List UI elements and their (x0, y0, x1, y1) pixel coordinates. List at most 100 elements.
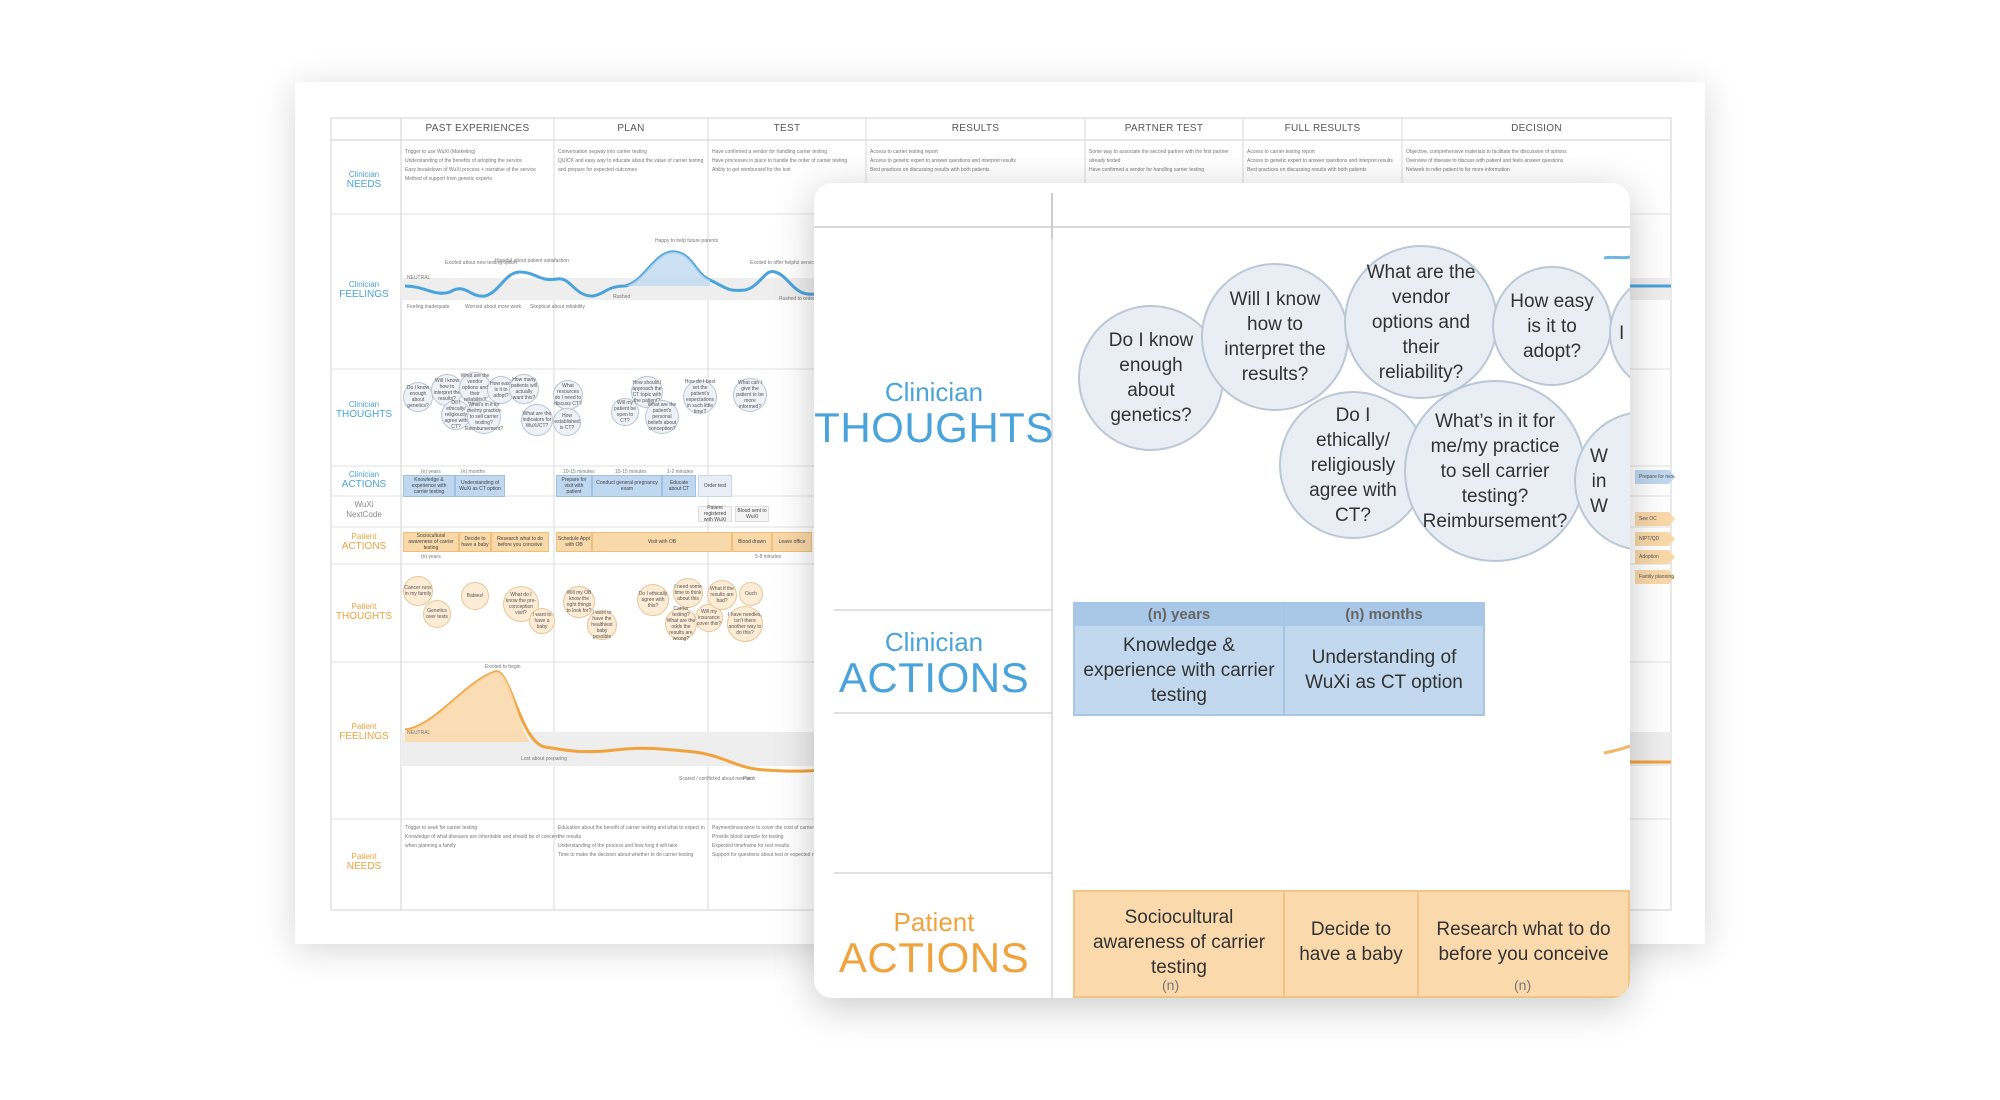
neutral-label: NEUTRAL (407, 275, 431, 281)
mini-patient-action: Research what to do before you conceive (491, 532, 549, 552)
action-text: Decide to have a baby (1299, 919, 1403, 965)
mini-patient-thought: Will my OB know the right things to look… (563, 586, 595, 618)
patient-action-research: Research what to do before you conceive (1417, 890, 1630, 998)
mini-decision-arrow: Adoption IVF/Donor (1635, 550, 1675, 564)
feeling-label: Hopeful about patient satisfaction (495, 258, 569, 264)
mini-thought-bubble: Do I ethically/ religiously agree with C… (441, 400, 471, 430)
clinician-needs-decision: Objective, comprehensive materials to fa… (1406, 149, 1567, 173)
row-label-patient-needs: Patient NEEDS (346, 852, 382, 872)
mini-clinician-action: Educate about CT (662, 475, 696, 497)
thought-bubble-adoption-ease: How easy is it to adopt? (1492, 266, 1612, 386)
stage-header-test: TEST (773, 123, 801, 134)
mini-patient-thought: Genetics over tests (423, 600, 451, 628)
thought-bubble-genetics-knowledge: Do I know enough about genetics? (1078, 305, 1224, 451)
mini-duration: (n) years (421, 469, 441, 475)
mini-duration: (n) years (421, 554, 441, 560)
feeling-label: Excited to offer helpful service (750, 260, 817, 266)
clinician-needs-full-results: Access to carrier testing report Access t… (1247, 149, 1393, 173)
mini-duration: 5-8 minutes (755, 554, 782, 560)
mini-patient-thought: Cancer runs in my family (403, 576, 433, 606)
mini-patient-thought: Babies! (461, 582, 489, 610)
thought-bubble-interpret-results: Will I know how to interpret the results… (1201, 263, 1349, 411)
duration-label: (n) years (1075, 604, 1283, 626)
duration-label: (n) months (1285, 604, 1483, 626)
mini-thought-bubble: What are the vendor options and their re… (459, 372, 491, 404)
mini-thought-bubble: How do I best set the patient's expectat… (683, 379, 717, 415)
feeling-label: Feeling inadequate (407, 304, 450, 310)
mini-wuxi-step: Patient registered with WuXi (698, 505, 732, 523)
patient-needs-test: Payment/insurance to cover the cost of c… (712, 825, 831, 858)
mini-thought-bubble: What can I give the patient to be more i… (733, 378, 767, 412)
mini-decision-arrow: See OC (1635, 512, 1675, 526)
neutral-label: NEUTRAL (407, 730, 431, 736)
clinician-needs-results: Access to carrier testing report Access t… (870, 149, 1016, 173)
mini-patient-thought: What if the results are bad? (707, 580, 737, 610)
zoom-label-clinician-thoughts: Clinician THOUGHTS (814, 377, 1054, 452)
mini-patient-thought: Ouch (739, 582, 763, 606)
mini-clinician-action: Conduct general pregnancy exam (592, 475, 662, 497)
mini-decision-arrow: Family planning (1635, 570, 1675, 584)
action-text: Knowledge & experience with carrier test… (1083, 634, 1275, 706)
mini-patient-action: Decide to have a baby (459, 532, 491, 552)
feeling-label: Lost about preparing (521, 756, 567, 762)
stage-header-partner-test: PARTNER TEST (1124, 123, 1204, 134)
row-label-clinician-needs: Clinician NEEDS (346, 170, 382, 190)
feeling-label: Rushed to order test (779, 296, 825, 302)
clinician-needs-plan: Conversation segway into carrier testing… (558, 149, 704, 173)
mini-clinician-action: Order test (698, 475, 732, 497)
mini-thought-bubble: Will I know how to interpret the results… (431, 374, 463, 406)
mini-patient-action: Sociocultural awareness of carrier testi… (403, 532, 459, 552)
mini-duration: (n) months (461, 469, 485, 475)
mini-patient-action: Leave office (772, 532, 812, 552)
thought-bubble-reimbursement: What’s in it for me/my practice to sell … (1404, 380, 1586, 562)
stage-header-decision: DECISION (1511, 123, 1562, 134)
mini-patient-thought: Do I ethically agree with this? (637, 584, 669, 616)
row-label-clinician-feelings: Clinician FEELINGS (339, 280, 389, 300)
clinician-needs-past: Trigger to use WuXi (Marketing) Understan… (405, 149, 536, 182)
mini-patient-action: Blood drawn (732, 532, 772, 552)
mini-patient-thought: I want to have a baby (529, 608, 555, 634)
feeling-label: Worried about more work (465, 304, 522, 310)
feeling-label: Scared / conflicted about new tech (679, 776, 756, 782)
mini-patient-thought: I want to have the healthiest baby possi… (587, 610, 617, 640)
thought-bubble-ethics: Do I ethically/ religiously agree with C… (1279, 391, 1427, 539)
feeling-label: Excited to begin (485, 664, 521, 670)
mini-duration: 1-2 minutes (667, 469, 694, 475)
mini-thought-bubble: Do I know enough about genetics? (403, 382, 433, 412)
clinician-action-knowledge: (n) years Knowledge & experience with ca… (1073, 602, 1285, 716)
clinician-needs-test: Have confirmed a vendor for handling car… (712, 149, 848, 173)
patient-needs-plan: Education about the benefit of carrier t… (558, 825, 705, 858)
mini-patient-thought: I need some time to think about this (673, 578, 703, 608)
mini-thought-bubble: How many patients will actually want thi… (509, 374, 539, 404)
patient-action-decide-baby: Decide to have a baby (1283, 890, 1419, 998)
row-label-wuxi-nextcode: WuXi NextCode (346, 500, 382, 519)
mini-thought-bubble: What are the patient's personal beliefs … (645, 400, 679, 434)
zoom-label-clinician-actions: Clinician ACTIONS (838, 627, 1030, 702)
mini-thought-bubble: What resources do I need to discuss CT? (553, 380, 583, 410)
mini-thought-bubble: What are the indicators for WuXi/CT? (521, 404, 553, 436)
mini-clinician-action: Prepare for visit with patient (556, 475, 592, 497)
mini-thought-bubble: What's in it for me/my practice to sell … (464, 400, 504, 434)
mini-patient-action: Schedule Appt with OB (556, 532, 592, 552)
mini-patient-action: Visit with OB (592, 532, 732, 552)
action-text: Sociocultural awareness of carrier testi… (1092, 906, 1266, 978)
patient-needs-past: Trigger to seek for carrier testing Knowl… (405, 825, 559, 849)
feeling-label: Excited about new testing option (445, 260, 517, 266)
row-label-clinician-thoughts: Clinician THOUGHTS (335, 400, 393, 420)
row-label-clinician-actions: Clinician ACTIONS (341, 470, 387, 490)
clinician-action-understanding-wuxi: (n) months Understanding of WuXi as CT o… (1283, 602, 1485, 716)
stage-header-past-experiences: PAST EXPERIENCES (425, 123, 530, 134)
patient-action-footer: (n) (1514, 977, 1532, 993)
mini-duration: 15-15 minutes (615, 469, 647, 475)
clinician-needs-partner-test: Some way to associate the second partner… (1089, 149, 1229, 173)
action-text: Research what to do before you conceive (1436, 919, 1611, 965)
feeling-label: Pain (743, 776, 754, 782)
row-label-patient-actions: Patient ACTIONS (341, 532, 387, 552)
zoom-detail-card: Clinician THOUGHTS Clinician ACTIONS Pat… (814, 183, 1630, 998)
zoom-label-patient-actions: Patient ACTIONS (838, 907, 1030, 982)
mini-decision-arrow: Prepare for next patient (1635, 470, 1675, 484)
mini-clinician-action: Understanding of WuXi as CT option (455, 475, 505, 497)
mini-thought-bubble: How established is CT? (553, 408, 581, 436)
stage-header-results: RESULTS (951, 123, 1000, 134)
mini-wuxi-step: Blood sent to WuXi (735, 506, 769, 522)
